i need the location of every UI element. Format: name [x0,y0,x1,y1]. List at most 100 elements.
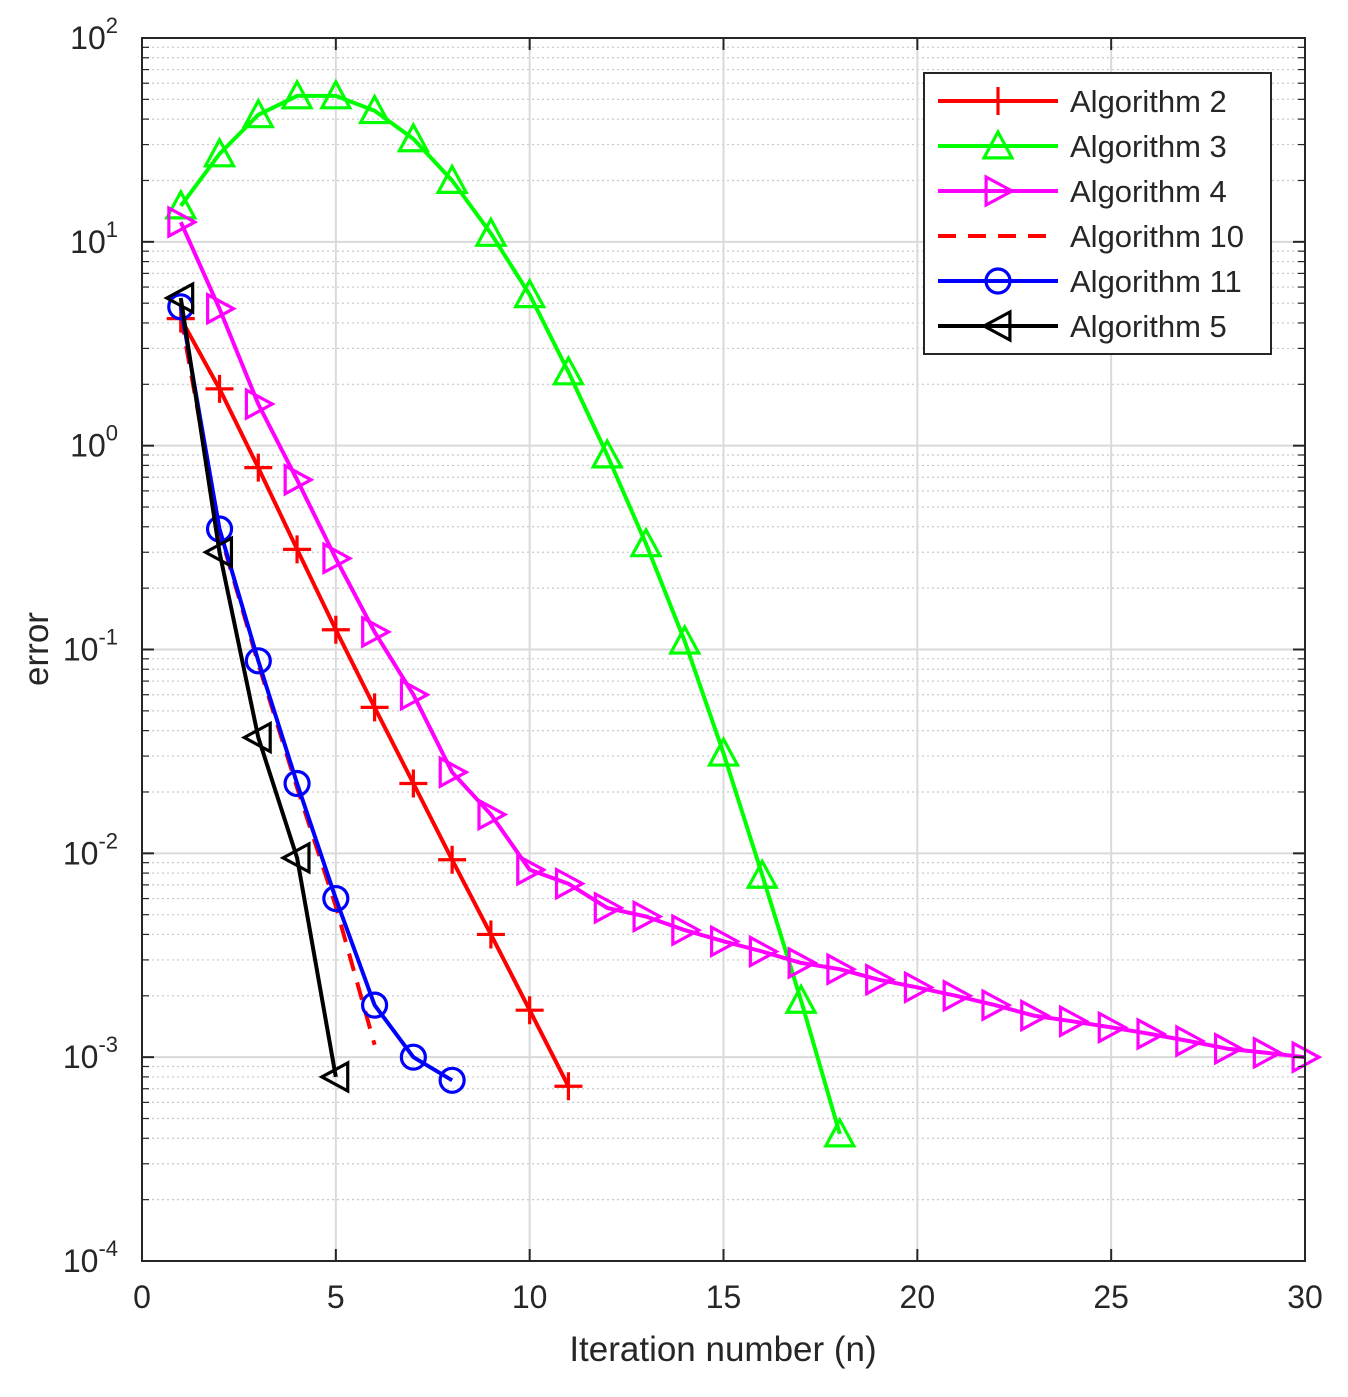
x-tick-label: 10 [512,1279,548,1315]
triangle-right-marker [1213,1032,1245,1066]
triangle-right-marker [593,891,625,925]
triangle-up-marker [396,121,431,153]
triangle-right-marker [1058,1004,1090,1038]
triangle-up-marker [784,982,818,1014]
triangle-right-marker [1252,1036,1284,1070]
triangle-right-marker [554,866,586,901]
circle-marker [399,1043,427,1071]
legend-label: Algorithm 11 [1070,264,1242,299]
plus-marker [438,845,467,874]
triangle-right-marker [477,797,509,832]
triangle-right-marker [984,174,1016,208]
y-tick-exponent: -1 [98,625,118,650]
legend-label: Algorithm 4 [1070,174,1227,209]
y-axis-label: error [17,612,56,686]
triangle-right-marker [399,678,431,712]
series-algorithm-2 [166,304,583,1101]
triangle-right-marker [632,899,664,934]
x-tick-label: 30 [1287,1279,1323,1315]
triangle-left-marker [163,281,195,315]
triangle-right-marker [981,988,1013,1022]
plus-marker [515,996,544,1025]
triangle-right-marker [942,979,974,1013]
series-line [178,297,338,1078]
triangle-right-marker [206,291,237,326]
triangle-up-marker [202,136,237,168]
triangle-up-marker [981,128,1015,160]
plus-marker [360,693,389,722]
triangle-left-marker [202,535,234,569]
plus-marker [984,87,1012,115]
triangle-right-marker [516,853,548,887]
triangle-up-marker [319,78,353,110]
triangle-right-marker [1020,998,1051,1033]
series-line [179,93,842,1135]
circle-marker [244,647,272,675]
triangle-up-marker [629,526,663,558]
x-tick-label: 25 [1093,1279,1129,1315]
legend-entry: Algorithm 3 [938,128,1227,164]
y-tick-exponent: -2 [98,828,118,853]
y-tick-exponent: -4 [98,1236,118,1261]
triangle-left-marker [279,841,311,875]
x-tick-label: 20 [900,1279,936,1315]
plus-marker [476,920,505,949]
triangle-right-marker [244,387,276,421]
triangle-right-marker [322,541,354,576]
triangle-right-marker [903,970,935,1005]
y-tick-exponent: 2 [106,13,118,38]
plus-marker [244,453,273,482]
triangle-up-marker [164,188,198,220]
triangle-up-marker [474,216,508,247]
triangle-right-marker [1175,1024,1207,1058]
legend-label: Algorithm 10 [1070,219,1244,254]
triangle-right-marker [438,755,470,789]
plus-marker [283,535,312,564]
plus-marker [554,1072,583,1101]
series-algorithm-5 [163,281,350,1094]
triangle-right-marker [826,952,858,986]
y-tick-label: 102 [70,13,118,56]
triangle-right-marker [787,946,819,980]
triangle-right-marker [361,615,392,649]
triangle-right-marker [709,924,741,959]
series-algorithm-3 [164,78,857,1148]
x-tick-label: 0 [133,1279,151,1315]
x-axis-label: Iteration number (n) [569,1330,876,1369]
y-tick-exponent: 0 [106,421,118,446]
triangle-up-marker [435,163,469,194]
plus-marker [321,615,350,644]
legend-entry: Algorithm 2 [938,84,1227,119]
triangle-right-marker [671,913,703,947]
series-algorithm-11 [167,293,466,1094]
triangle-up-marker [668,623,702,655]
triangle-up-marker [280,78,314,110]
triangle-up-marker [745,857,779,889]
y-tick-exponent: -3 [98,1032,118,1057]
legend-label: Algorithm 2 [1070,84,1227,119]
triangle-up-marker [512,277,547,309]
triangle-up-marker [823,1116,857,1148]
legend-entry: Algorithm 4 [938,174,1227,209]
legend-label: Algorithm 5 [1070,309,1227,344]
y-tick-label: 10-2 [63,828,118,871]
y-tick-label: 10-4 [63,1236,118,1279]
legend-entry: Algorithm 11 [938,264,1242,299]
triangle-right-marker [1097,1010,1129,1045]
triangle-left-marker [980,309,1012,343]
circle-marker [283,769,311,798]
legend-box [923,72,1272,355]
legend-entry: Algorithm 10 [938,219,1244,254]
triangle-right-marker [283,463,315,497]
y-tick-exponent: 1 [106,217,118,242]
triangle-up-marker [357,93,392,125]
circle-marker [438,1066,466,1094]
plus-marker [205,374,234,403]
legend-label: Algorithm 3 [1070,129,1227,164]
triangle-up-marker [241,97,275,129]
series-algorithm-4 [167,205,1323,1074]
triangle-up-marker [706,735,741,767]
